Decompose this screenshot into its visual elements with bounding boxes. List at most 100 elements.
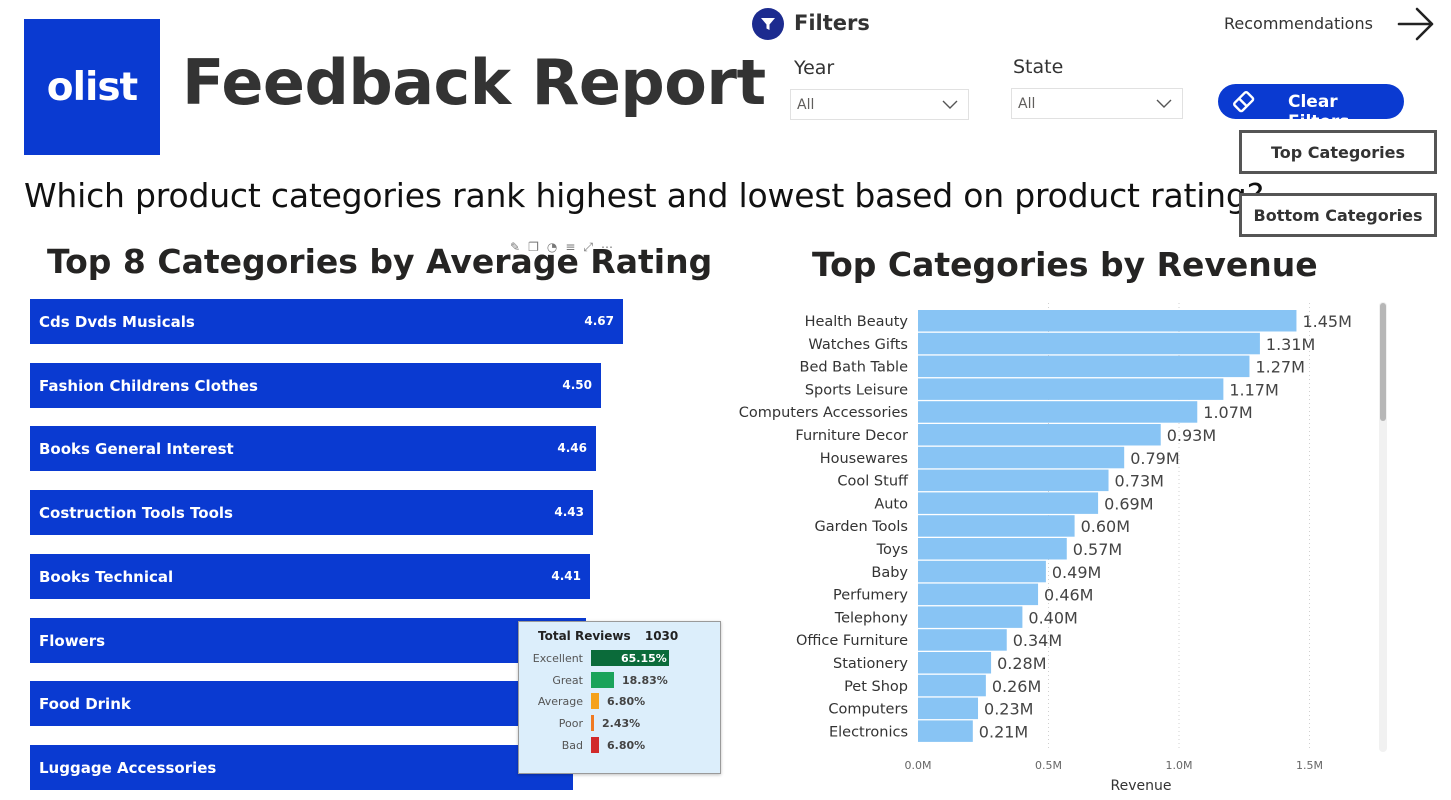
bell-icon[interactable]: ◔ <box>546 240 566 254</box>
revenue-bar <box>918 606 1023 628</box>
state-filter-label: State <box>1013 56 1064 78</box>
data-label: 0.79M <box>1130 449 1179 468</box>
rating-bar-value: 4.43 <box>554 505 584 520</box>
focus-mode-icon[interactable]: ⤢ <box>583 240 601 254</box>
year-filter-dropdown[interactable]: All <box>790 89 969 120</box>
data-label: 0.21M <box>979 722 1028 741</box>
data-label: 0.40M <box>1028 608 1077 627</box>
filters-heading: Filters <box>794 11 870 35</box>
category-label: Office Furniture <box>796 633 908 649</box>
year-filter-value: All <box>797 97 815 113</box>
rating-chart-title: Top 8 Categories by Average Rating <box>47 242 713 281</box>
category-label: Housewares <box>820 451 908 467</box>
category-label: Stationery <box>833 656 908 672</box>
x-tick-label: 1.5M <box>1296 759 1323 772</box>
rating-bar[interactable]: Food Drink <box>30 681 581 727</box>
logo-text: olist <box>46 64 138 110</box>
rating-bar-label: Flowers <box>39 631 106 650</box>
revenue-bar <box>918 401 1198 423</box>
revenue-bar <box>918 697 979 720</box>
revenue-bar <box>918 424 1161 446</box>
tooltip-row: Poor 2.43% <box>519 715 719 733</box>
data-label: 0.23M <box>984 700 1033 719</box>
bottom-categories-button[interactable]: Bottom Categories <box>1239 193 1437 237</box>
revenue-chart-title: Top Categories by Revenue <box>812 245 1318 284</box>
rating-bar[interactable]: Fashion Childrens Clothes 4.50 <box>30 362 601 408</box>
state-filter-dropdown[interactable]: All <box>1011 88 1183 119</box>
category-label: Sports Leisure <box>805 382 908 398</box>
rating-bar[interactable]: Costruction Tools Tools 4.43 <box>30 490 593 536</box>
pin-icon[interactable]: ✎ <box>510 240 529 254</box>
rating-bar[interactable]: Books Technical 4.41 <box>30 553 590 599</box>
recommendations-link[interactable]: Recommendations <box>1224 14 1373 33</box>
clear-filters-button[interactable]: Clear Filters <box>1218 84 1404 132</box>
scrollbar-thumb[interactable] <box>1380 303 1386 421</box>
revenue-bar <box>918 515 1075 537</box>
data-label: 0.69M <box>1104 494 1153 513</box>
data-label: 1.27M <box>1255 358 1304 377</box>
revenue-bar <box>918 446 1125 469</box>
tooltip-row-value: 6.80% <box>607 695 646 709</box>
category-label: Telephony <box>834 610 909 626</box>
tooltip-total-label: Total Reviews <box>538 629 631 643</box>
rating-tooltip: Total Reviews 1030 Excellent 65.15% Great 1… <box>518 621 721 774</box>
data-label: 0.46M <box>1044 586 1093 605</box>
revenue-bar <box>918 583 1039 606</box>
category-label: Garden Tools <box>815 519 908 535</box>
data-label: 0.57M <box>1073 540 1122 559</box>
tooltip-row-bar <box>591 715 594 732</box>
rating-bar-label: Books General Interest <box>39 440 234 459</box>
data-label: 0.28M <box>997 654 1046 673</box>
rating-bar[interactable]: Luggage Accessories <box>30 744 573 790</box>
tooltip-row: Great 18.83% <box>519 671 719 690</box>
category-label: Watches Gifts <box>808 337 908 353</box>
category-label: Computers <box>828 702 908 718</box>
rating-bar-value: 4.41 <box>551 568 581 583</box>
category-label: Baby <box>871 565 908 581</box>
tooltip-row-bar <box>591 693 599 710</box>
data-label: 1.17M <box>1229 380 1278 399</box>
tooltip-row-label: Bad <box>561 738 583 752</box>
rating-bar[interactable]: Books General Interest 4.46 <box>30 426 596 472</box>
tooltip-row-label: Excellent <box>532 652 583 665</box>
rating-bar-label: Cds Dvds Musicals <box>39 313 195 331</box>
tooltip-row: Bad 6.80% <box>519 736 719 755</box>
rating-bar[interactable]: Flowers <box>30 617 586 663</box>
tooltip-row-bar <box>591 736 599 753</box>
category-label: Furniture Decor <box>795 428 908 444</box>
filter-visual-icon[interactable]: ≡ <box>565 240 584 254</box>
tooltip-row-label: Poor <box>558 717 583 731</box>
data-label: 0.49M <box>1052 563 1101 582</box>
tooltip-header: Total Reviews 1030 <box>538 629 678 643</box>
more-options-icon[interactable]: ⋯ <box>600 240 621 254</box>
tooltip-row-value: 18.83% <box>622 673 668 687</box>
rating-bar[interactable]: Cds Dvds Musicals 4.67 <box>30 299 623 344</box>
x-tick-label: 1.0M <box>1166 759 1193 772</box>
top-categories-button[interactable]: Top Categories <box>1239 130 1437 174</box>
x-axis-title: Revenue <box>1111 778 1172 794</box>
visual-header-icons[interactable]: ✎❐◔≡⤢⋯ <box>510 240 621 255</box>
chevron-down-icon <box>942 100 958 109</box>
rating-bar-value: 4.50 <box>562 377 592 392</box>
page-title: Feedback Report <box>182 46 766 119</box>
eraser-icon <box>1233 91 1255 113</box>
year-filter-label: Year <box>794 57 835 79</box>
tooltip-row-value: 2.43% <box>602 717 641 731</box>
revenue-bar-chart: 0.0M 0.5M 1.0M 1.5M Health Beauty 1.45M Watche… <box>739 302 1387 794</box>
revenue-bar <box>918 332 1260 355</box>
category-label: Health Beauty <box>805 314 909 330</box>
revenue-bar <box>918 629 1007 651</box>
state-filter-value: All <box>1018 96 1036 112</box>
category-label: Toys <box>876 542 908 558</box>
copy-icon[interactable]: ❐ <box>528 240 547 254</box>
filter-icon <box>752 8 784 40</box>
category-label: Auto <box>874 496 908 512</box>
tooltip-row: Excellent 65.15% <box>519 650 719 668</box>
arrow-right-icon[interactable] <box>1396 4 1436 44</box>
category-label: Perfumery <box>833 588 908 604</box>
clear-filters-label: Clear Filters <box>1288 92 1350 132</box>
data-label: 1.07M <box>1203 403 1252 422</box>
page-question: Which product categories rank highest an… <box>24 176 1264 215</box>
x-tick-label: 0.0M <box>905 759 932 772</box>
olist-logo: olist <box>24 19 160 155</box>
